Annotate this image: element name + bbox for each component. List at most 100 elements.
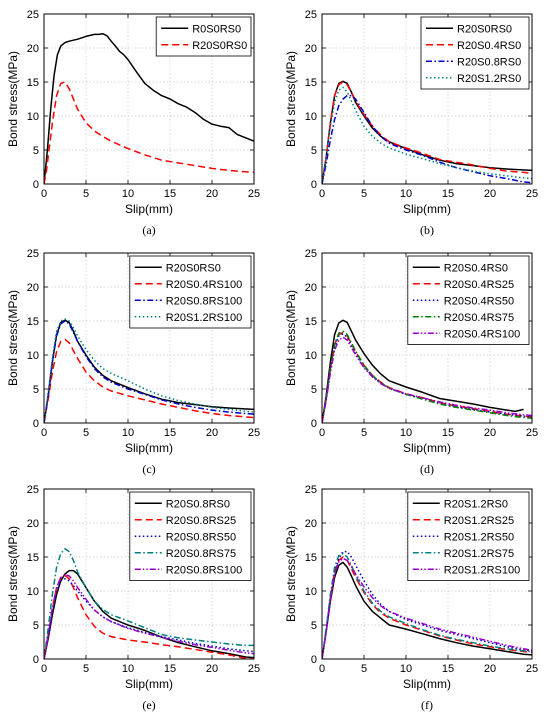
y-tick-label: 10 [305,350,317,362]
legend-label: R20S0.8RS50 [166,531,236,543]
legend-label: R20S1.2RS100 [444,564,520,576]
y-axis-label: Bond stress(MPa) [284,526,298,622]
y-axis-label: Bond stress(MPa) [284,290,298,386]
chart-panel-4: 0 5 10 15 20 25 0 5 10 15 20 25 Slip(mm) Bond stress(… [284,248,538,476]
panel-label: (a) [142,223,155,237]
panel-label: (d) [420,462,434,476]
x-tick-label: 0 [41,188,47,200]
series-line-1 [322,319,524,423]
legend-label: R20S1.2RS75 [444,548,514,560]
legend-label: R20S0.8RS0 [166,498,230,510]
legend-box [407,255,530,345]
series-line-1 [44,32,254,184]
y-tick-label: 25 [305,484,317,496]
y-tick-label: 20 [305,43,317,55]
plot-frame [43,13,255,185]
series-line-3 [322,550,532,659]
series-line-1 [322,561,532,659]
x-tick-label: 20 [206,663,218,675]
y-axis-label: Bond stress(MPa) [6,51,20,147]
x-tick-label: 20 [484,188,496,200]
x-tick-label: 20 [484,427,496,439]
x-tick-label: 10 [400,663,412,675]
legend-box [129,491,252,581]
y-tick-label: 20 [305,518,317,530]
y-tick-label: 0 [311,418,317,430]
legend-label: R20S1.2RS0 [457,73,521,85]
x-axis-label: Slip(mm) [125,677,173,691]
x-tick-label: 0 [319,188,325,200]
x-tick-label: 10 [400,427,412,439]
legend-label: R20S0.4RS100 [444,328,520,340]
x-tick-label: 25 [248,427,260,439]
series-line-1 [44,569,254,659]
plot-frame [321,13,533,185]
x-tick-label: 15 [164,663,176,675]
y-tick-label: 15 [27,316,39,328]
chart-panel-6: 0 5 10 15 20 25 0 5 10 15 20 25 Slip(mm) Bond stress(… [284,484,538,712]
y-tick-label: 25 [27,248,39,260]
x-axis-label: Slip(mm) [125,202,173,216]
x-tick-label: 5 [361,427,367,439]
panel-label: (f) [421,698,433,712]
y-tick-label: 25 [27,484,39,496]
legend-label: R20S0.4RS50 [444,295,514,307]
y-tick-label: 5 [33,145,39,157]
series-line-3 [44,320,254,423]
x-tick-label: 20 [206,427,218,439]
panel-label: (b) [420,223,434,237]
x-tick-label: 15 [442,427,454,439]
y-tick-label: 0 [33,179,39,191]
legend-label: R20S1.2RS50 [444,531,514,543]
series-line-4 [322,86,532,184]
legend-label: R20S0RS0 [192,40,247,52]
legend-label: R20S1.2RS25 [444,515,514,527]
x-tick-label: 5 [83,663,89,675]
x-tick-label: 20 [206,188,218,200]
plot-frame [321,488,533,660]
legend-label: R20S0.8RS100 [166,295,242,307]
plot-frame [43,252,255,424]
legend-label: R20S0RS0 [166,262,221,274]
chart-panel-5: 0 5 10 15 20 25 0 5 10 15 20 25 Slip(mm) Bond stress(… [6,484,260,712]
x-tick-label: 5 [361,188,367,200]
panel-label: (c) [142,462,155,476]
y-tick-label: 15 [305,316,317,328]
series-line-1 [44,319,254,423]
y-tick-label: 25 [305,248,317,260]
y-tick-label: 0 [311,654,317,666]
x-tick-label: 10 [400,188,412,200]
y-tick-label: 0 [311,179,317,191]
y-tick-label: 20 [27,43,39,55]
legend-label: R20S1.2RS0 [444,498,508,510]
y-tick-label: 10 [27,350,39,362]
x-tick-label: 0 [41,427,47,439]
y-tick-label: 20 [305,282,317,294]
y-tick-label: 15 [27,77,39,89]
legend-label: R0S0RS0 [192,23,241,35]
legend-label: R20S0.4RS25 [444,279,514,291]
y-axis-label: Bond stress(MPa) [6,526,20,622]
y-tick-label: 5 [33,620,39,632]
y-tick-label: 5 [311,384,317,396]
x-tick-label: 10 [122,427,134,439]
legend-label: R20S0.8RS0 [457,56,521,68]
y-axis-label: Bond stress(MPa) [6,290,20,386]
legend-label: R20S0.4RS0 [444,262,508,274]
legend-label: R20S1.2RS100 [166,312,242,324]
x-tick-label: 25 [526,427,538,439]
x-tick-label: 0 [319,427,325,439]
series-line-5 [322,336,532,423]
y-tick-label: 15 [305,77,317,89]
y-tick-label: 5 [33,384,39,396]
chart-panel-3: 0 5 10 15 20 25 0 5 10 15 20 25 Slip(mm) Bond stress(… [6,248,260,476]
x-tick-label: 10 [122,188,134,200]
legend-label: R20S0.4RS0 [457,40,521,52]
x-tick-label: 10 [122,663,134,675]
series-line-3 [322,94,532,184]
y-tick-label: 20 [27,282,39,294]
x-tick-label: 25 [526,188,538,200]
y-tick-label: 5 [311,145,317,157]
